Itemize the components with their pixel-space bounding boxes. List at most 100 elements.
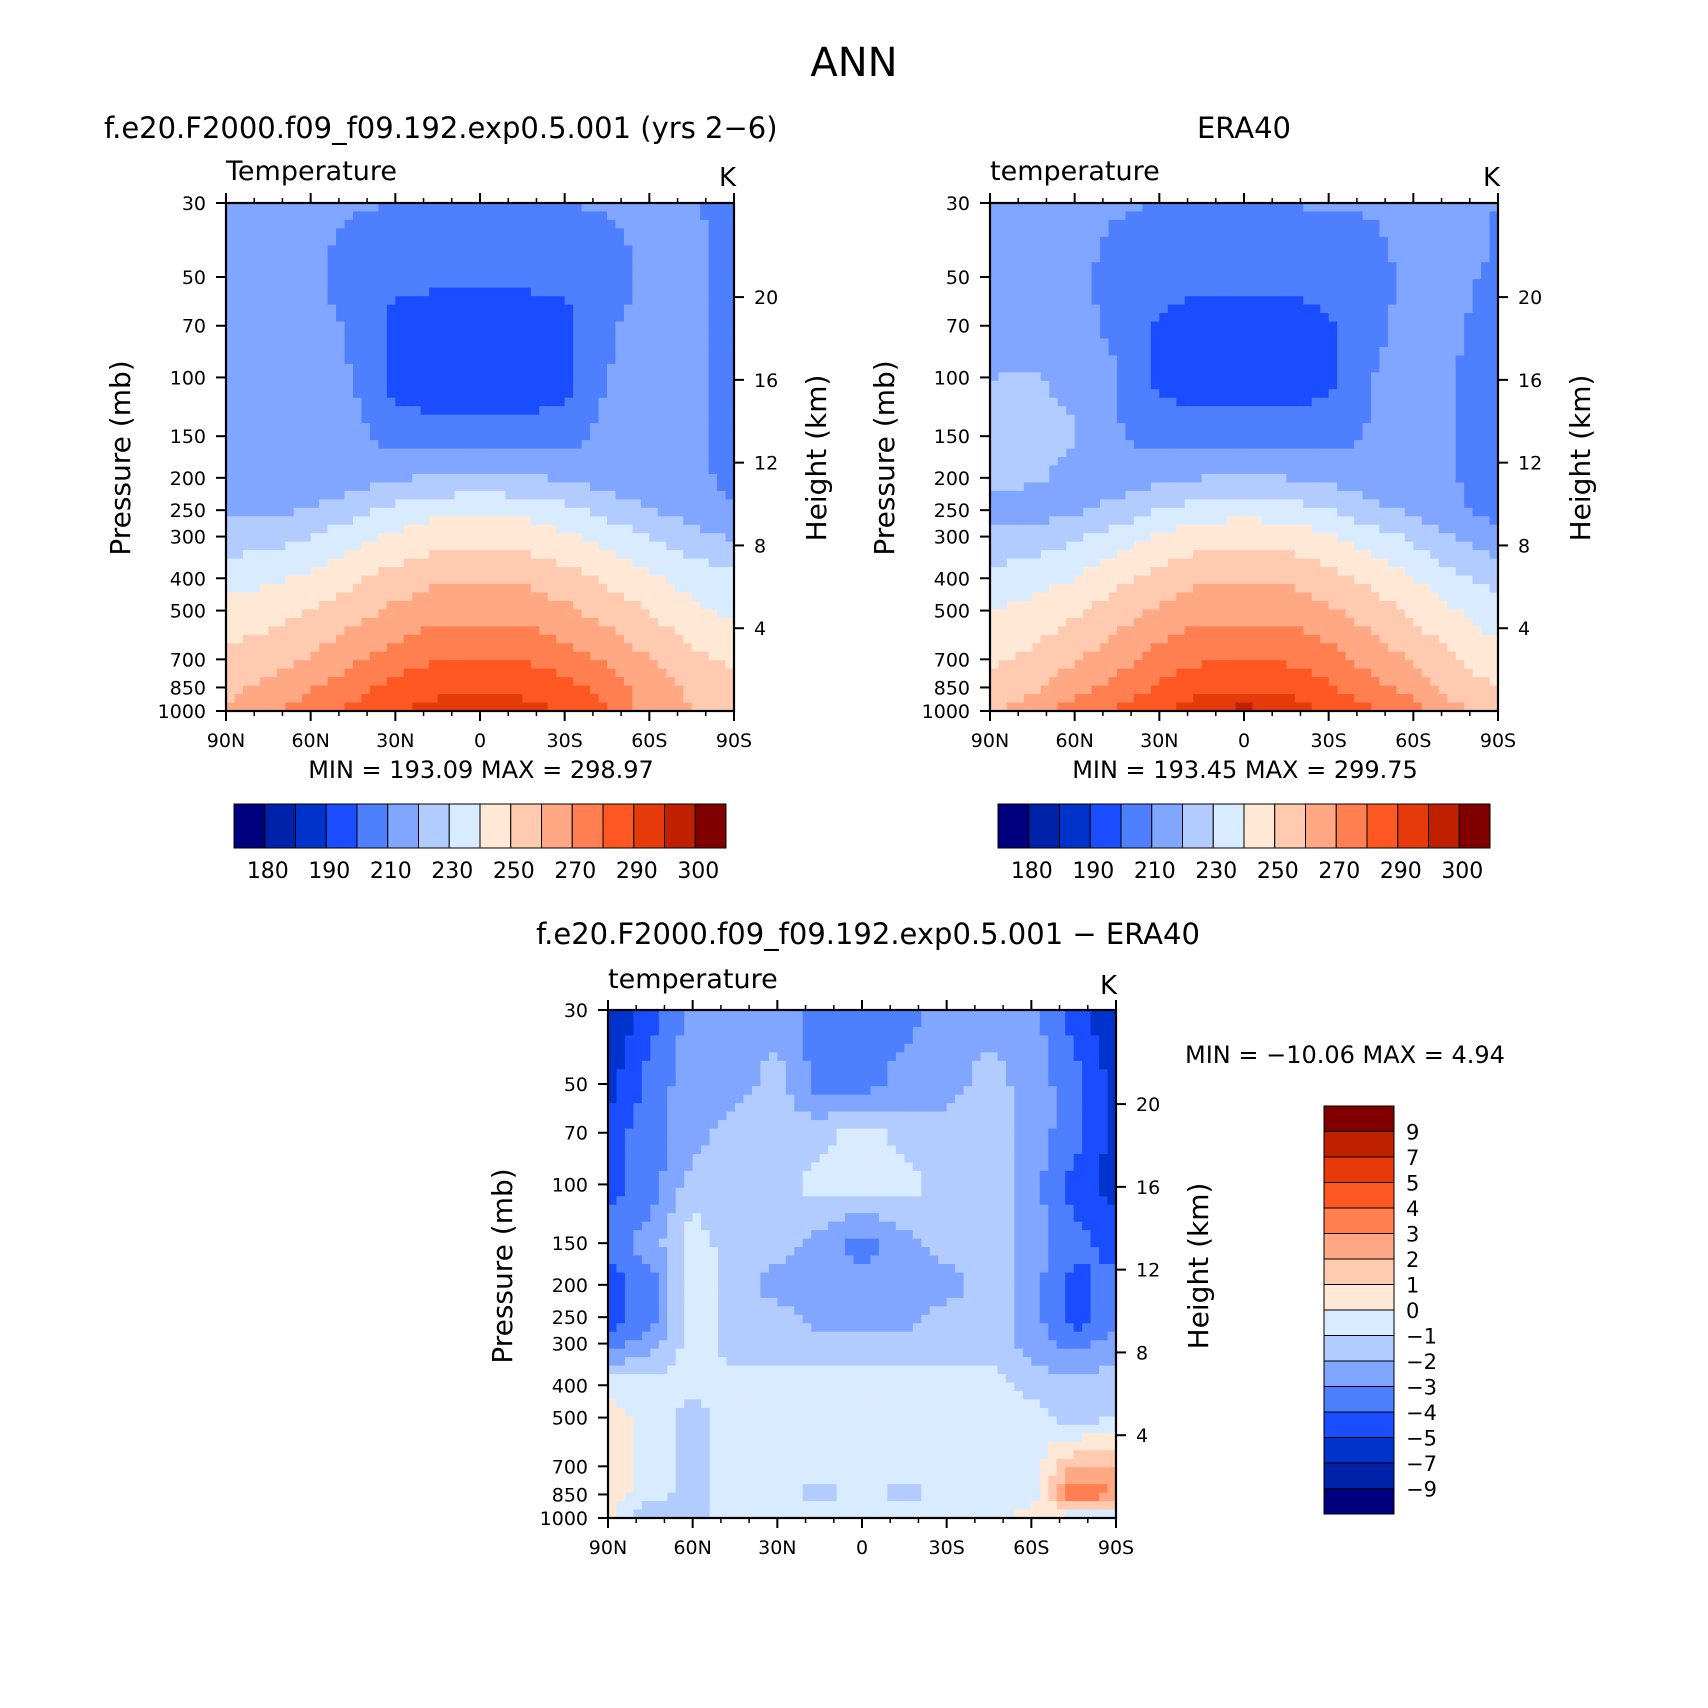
contour-cell (327, 516, 337, 526)
contour-cell (471, 533, 481, 543)
contour-cell (242, 245, 252, 255)
contour-cell (1015, 516, 1025, 526)
contour-cell (336, 600, 346, 610)
contour-cell (336, 584, 346, 594)
contour-cell (700, 363, 710, 373)
contour-cell (463, 321, 473, 331)
contour-cell (310, 516, 320, 526)
contour-cell (429, 313, 439, 323)
contour-cell (1015, 457, 1025, 467)
contour-cell (700, 685, 710, 695)
contour-cell (1040, 626, 1050, 636)
contour-cell (683, 363, 693, 373)
contour-cell (564, 228, 574, 238)
contour-cell (234, 236, 244, 246)
contour-cell (1040, 677, 1050, 687)
contour-cell (302, 313, 312, 323)
contour-cell (1032, 465, 1042, 475)
contour-cell (547, 203, 557, 213)
contour-cell (446, 685, 456, 695)
contour-cell (1100, 287, 1110, 297)
contour-cell (420, 668, 430, 678)
contour-cell (302, 677, 312, 687)
contour-cell (1023, 338, 1033, 348)
contour-cell (454, 219, 464, 229)
contour-cell (446, 338, 456, 348)
contour-cell (446, 541, 456, 551)
contour-cell (1023, 203, 1033, 213)
contour-cell (1167, 203, 1177, 213)
contour-cell (1117, 279, 1127, 289)
contour-cell (632, 330, 642, 340)
contour-cell (530, 524, 540, 534)
contour-cell (319, 313, 329, 323)
contour-cell (530, 423, 540, 433)
contour-cell (1091, 287, 1101, 297)
contour-cell (336, 457, 346, 467)
contour-cell (700, 296, 710, 306)
contour-cell (293, 431, 303, 441)
contour-cell (1006, 550, 1016, 560)
contour-cell (353, 702, 363, 712)
contour-cell (640, 423, 650, 433)
contour-cell (530, 245, 540, 255)
contour-cell (259, 440, 269, 450)
contour-cell (1015, 541, 1025, 551)
contour-cell (990, 516, 1000, 526)
contour-cell (1049, 558, 1059, 568)
contour-cell (1040, 414, 1050, 424)
contour-cell (1015, 533, 1025, 543)
contour-cell (361, 609, 371, 619)
contour-cell (226, 685, 236, 695)
contour-cell (1049, 245, 1059, 255)
contour-cell (268, 516, 278, 526)
contour-cell (573, 600, 583, 610)
contour-cell (513, 448, 523, 458)
contour-cell (1150, 702, 1160, 712)
contour-cell (1133, 668, 1143, 678)
contour-cell (505, 406, 515, 416)
contour-cell (293, 270, 303, 280)
contour-cell (598, 423, 608, 433)
contour-cell (725, 482, 735, 492)
contour-cell (607, 490, 617, 500)
contour-cell (268, 363, 278, 373)
contour-cell (1074, 473, 1084, 483)
contour-cell (513, 380, 523, 390)
contour-cell (1032, 203, 1042, 213)
contour-cell (327, 380, 337, 390)
contour-cell (310, 567, 320, 577)
contour-cell (623, 338, 633, 348)
contour-cell (463, 211, 473, 221)
contour-cell (1142, 609, 1152, 619)
contour-cell (1133, 330, 1143, 340)
contour-cell (530, 313, 540, 323)
contour-cell (683, 685, 693, 695)
contour-cell (556, 524, 566, 534)
contour-cell (691, 389, 701, 399)
contour-cell (395, 677, 405, 687)
contour-cell (505, 473, 515, 483)
contour-cell (598, 533, 608, 543)
contour-cell (598, 262, 608, 272)
contour-cell (1142, 296, 1152, 306)
contour-cell (1091, 363, 1101, 373)
contour-cell (998, 660, 1008, 670)
contour-cell (590, 448, 600, 458)
contour-cell (674, 516, 684, 526)
contour-cell (471, 296, 481, 306)
contour-cell (429, 228, 439, 238)
contour-cell (234, 406, 244, 416)
contour-cell (674, 643, 684, 653)
contour-cell (1150, 203, 1160, 213)
contour-cell (598, 550, 608, 560)
contour-cell (1015, 473, 1025, 483)
contour-cell (1040, 694, 1050, 704)
contour-cell (386, 533, 396, 543)
contour-cell (259, 423, 269, 433)
contour-cell (725, 558, 735, 568)
contour-cell (420, 236, 430, 246)
contour-cell (683, 592, 693, 602)
contour-cell (395, 389, 405, 399)
contour-cell (649, 211, 659, 221)
